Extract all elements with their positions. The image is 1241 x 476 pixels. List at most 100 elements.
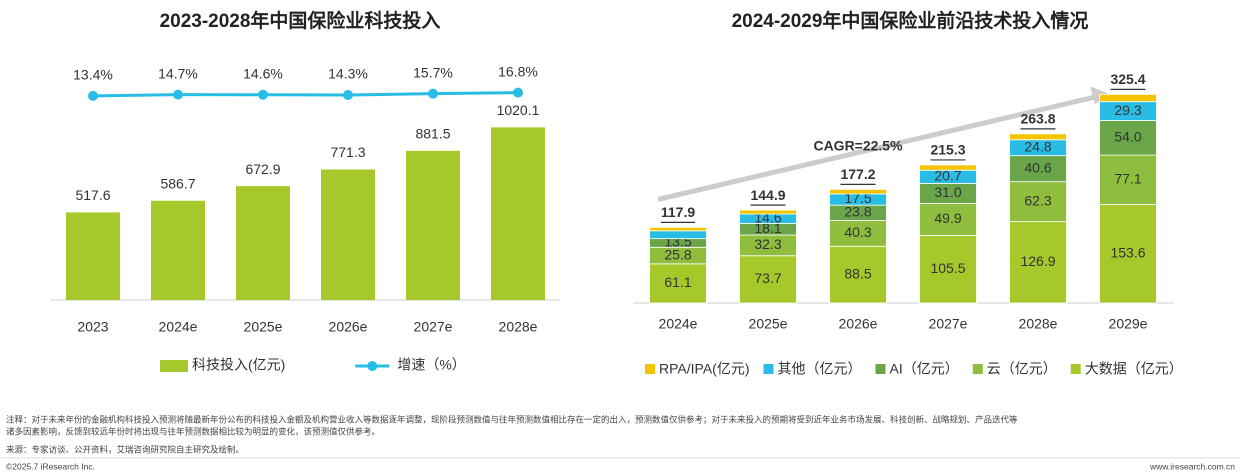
x-tick-label: 2024e <box>659 316 698 332</box>
segment-label: 105.5 <box>930 260 965 276</box>
bar-segment <box>1009 155 1067 183</box>
growth-label: 14.7% <box>158 65 198 81</box>
legend-label: RPA/IPA(亿元) <box>659 361 750 377</box>
x-tick-label: 2026e <box>839 316 878 332</box>
trend-arrow <box>657 93 1099 202</box>
segment-label: 31.0 <box>934 184 961 200</box>
legend-swatch <box>972 364 983 374</box>
bar-label: 771.3 <box>330 144 365 160</box>
x-tick-label: 2026e <box>329 319 368 335</box>
growth-label: 14.3% <box>328 66 368 82</box>
x-tick-label: 2028e <box>1019 316 1058 332</box>
x-tick-label: 2027e <box>414 319 453 335</box>
x-tick-label: 2023 <box>77 319 108 335</box>
total-label: 144.9 <box>750 187 785 203</box>
bar-label: 672.9 <box>245 161 280 177</box>
copyright: ©2025.7 iResearch Inc. <box>6 461 95 471</box>
segment-label: 126.9 <box>1020 253 1055 269</box>
segment-label: 77.1 <box>1114 171 1141 187</box>
growth-point <box>428 88 438 99</box>
segment-label: 20.7 <box>934 168 961 184</box>
x-tick-label: 2028e <box>499 319 538 335</box>
growth-point <box>343 90 353 101</box>
segment-label: 29.3 <box>1114 102 1141 118</box>
legend-label: 大数据（亿元） <box>1085 361 1183 377</box>
legend-label: AI（亿元） <box>890 361 959 377</box>
total-label: 325.4 <box>1110 71 1145 87</box>
website: www.iresearch.com.cn <box>1149 461 1235 471</box>
growth-line <box>92 91 519 98</box>
legend-swatch <box>875 364 886 374</box>
growth-point <box>513 87 523 98</box>
bar-label: 1020.1 <box>497 102 540 118</box>
footer-note: 注释：对于未来年份的金融机构科技投入预测将随最新年份公布的科技投入金额及机构营业… <box>6 414 1018 424</box>
legend-swatch <box>367 361 378 371</box>
legend-label: 增速（%） <box>397 357 465 373</box>
segment-label: 62.3 <box>1024 192 1051 208</box>
bar-segment <box>829 245 887 304</box>
chart-title: 2023-2028年中国保险业科技投入 <box>160 9 441 32</box>
bar-segment <box>919 234 977 304</box>
growth-point <box>258 89 268 100</box>
bar-segment <box>829 220 887 247</box>
segment-label: 40.6 <box>1024 159 1051 175</box>
segment-label: 49.9 <box>934 210 961 226</box>
bar <box>406 150 460 300</box>
bar-segment <box>1099 120 1157 156</box>
bar-segment <box>739 209 797 215</box>
bar-segment <box>829 188 887 195</box>
bar-segment <box>1099 204 1157 304</box>
x-tick-label: 2029e <box>1109 316 1148 332</box>
trend-arrowhead <box>1090 86 1108 105</box>
footer-source: 来源：专家访谈、公开资料，艾瑞咨询研究院自主研究及绘制。 <box>6 444 244 454</box>
segment-label: 153.6 <box>1110 244 1145 260</box>
bar-segment <box>1009 181 1067 223</box>
bar <box>236 186 290 300</box>
bar-segment <box>649 263 707 304</box>
bar-segment <box>1099 154 1157 205</box>
legend-label: 云（亿元） <box>987 361 1057 377</box>
segment-label: 61.1 <box>664 274 691 290</box>
segment-label: 23.8 <box>844 203 871 219</box>
bar-segment <box>649 227 707 232</box>
growth-label: 13.4% <box>73 67 113 83</box>
bar-segment <box>1009 133 1067 141</box>
bar <box>66 212 120 300</box>
footer-note: 诸多因素影响，反馈到较远年份时将出现与往年预测数据相比较为明显的变化，该预测值仅… <box>6 426 380 436</box>
segment-label: 54.0 <box>1114 128 1141 144</box>
segment-label: 25.8 <box>664 246 691 262</box>
legend-swatch <box>160 360 188 372</box>
bar-segment <box>1009 221 1067 304</box>
total-label: 117.9 <box>661 204 695 220</box>
segment-label: 73.7 <box>754 270 781 286</box>
cagr-annotation: CAGR=22.5% <box>813 138 903 154</box>
growth-point <box>173 89 183 100</box>
bar-segment <box>919 164 977 171</box>
bar <box>151 200 205 300</box>
legend-swatch <box>1070 364 1081 374</box>
chart-title: 2024-2029年中国保险业前沿技术投入情况 <box>732 9 1089 32</box>
total-label: 177.2 <box>840 166 875 182</box>
legend-swatch <box>763 364 774 374</box>
total-label: 263.8 <box>1020 111 1055 127</box>
x-tick-label: 2025e <box>244 319 283 335</box>
bar <box>321 169 375 300</box>
bar-label: 881.5 <box>415 126 450 142</box>
segment-label: 18.1 <box>754 220 781 236</box>
growth-label: 15.7% <box>413 64 453 80</box>
bar-segment <box>739 255 797 304</box>
growth-point <box>88 90 98 101</box>
legend-label: 其他（亿元） <box>778 361 862 377</box>
bar-segment <box>649 230 707 240</box>
x-tick-label: 2027e <box>929 316 968 332</box>
bar <box>491 127 545 300</box>
legend-label: 科技投入(亿元) <box>192 357 285 373</box>
segment-label: 32.3 <box>754 236 781 252</box>
bar-segment <box>1099 93 1157 103</box>
segment-label: 24.8 <box>1024 138 1051 154</box>
legend-swatch <box>645 364 655 374</box>
bar-label: 517.6 <box>75 187 110 203</box>
segment-label: 88.5 <box>844 265 871 281</box>
growth-label: 16.8% <box>498 63 538 79</box>
